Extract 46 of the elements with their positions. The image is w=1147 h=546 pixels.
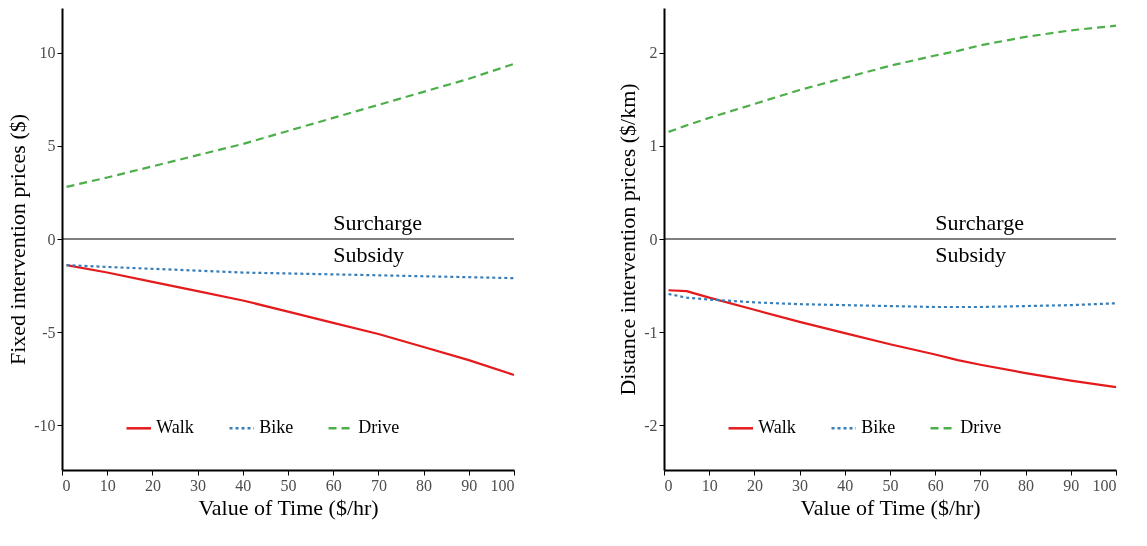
x-tick-label: 60 <box>325 476 342 494</box>
x-tick-label: 50 <box>882 476 899 494</box>
y-tick-label: 2 <box>649 44 658 62</box>
y-tick-label: 1 <box>649 137 658 155</box>
x-tick-label: 50 <box>280 476 297 494</box>
legend-label: Bike <box>861 417 896 438</box>
legend-label: Walk <box>156 417 194 438</box>
x-tick-label: 30 <box>190 476 207 494</box>
y-tick-label: -1 <box>644 323 658 341</box>
x-tick-label: 40 <box>837 476 854 494</box>
x-tick-label: 0 <box>664 476 673 494</box>
x-tick-label: 70 <box>972 476 989 494</box>
y-tick-label: 0 <box>47 230 56 248</box>
y-tick-label: 0 <box>649 230 658 248</box>
x-tick-label: 10 <box>99 476 116 494</box>
y-tick-label: -2 <box>644 416 658 434</box>
annotation: Surcharge <box>935 210 1024 235</box>
y-axis-title: Fixed intervention prices ($) <box>5 113 31 366</box>
annotation: Subsidy <box>333 242 405 267</box>
legend-label: Drive <box>358 417 400 438</box>
x-axis-title: Value of Time ($/hr) <box>198 494 379 520</box>
x-tick-label: 30 <box>792 476 809 494</box>
x-tick-label: 20 <box>746 476 763 494</box>
x-tick-label: 90 <box>461 476 478 494</box>
y-tick-label: 5 <box>47 137 56 155</box>
x-tick-label: 70 <box>370 476 387 494</box>
x-tick-label: 10 <box>701 476 718 494</box>
y-axis-title: Distance intervention prices ($/km) <box>615 83 641 396</box>
x-tick-label: 20 <box>144 476 161 494</box>
x-tick-label: 40 <box>235 476 252 494</box>
y-tick-label: 10 <box>39 44 56 62</box>
legend-label: Walk <box>758 417 796 438</box>
annotation: Subsidy <box>935 242 1007 267</box>
y-tick-label: -10 <box>34 416 56 434</box>
x-tick-label: 90 <box>1063 476 1080 494</box>
x-tick-label: 100 <box>490 476 515 494</box>
annotation: Surcharge <box>333 210 422 235</box>
x-axis-title: Value of Time ($/hr) <box>800 494 981 520</box>
x-tick-label: 100 <box>1092 476 1117 494</box>
x-tick-label: 80 <box>1018 476 1035 494</box>
y-tick-label: -5 <box>42 323 56 341</box>
legend-label: Drive <box>960 417 1002 438</box>
x-tick-label: 60 <box>927 476 944 494</box>
legend-label: Bike <box>259 417 294 438</box>
x-tick-label: 0 <box>62 476 71 494</box>
x-tick-label: 80 <box>416 476 433 494</box>
